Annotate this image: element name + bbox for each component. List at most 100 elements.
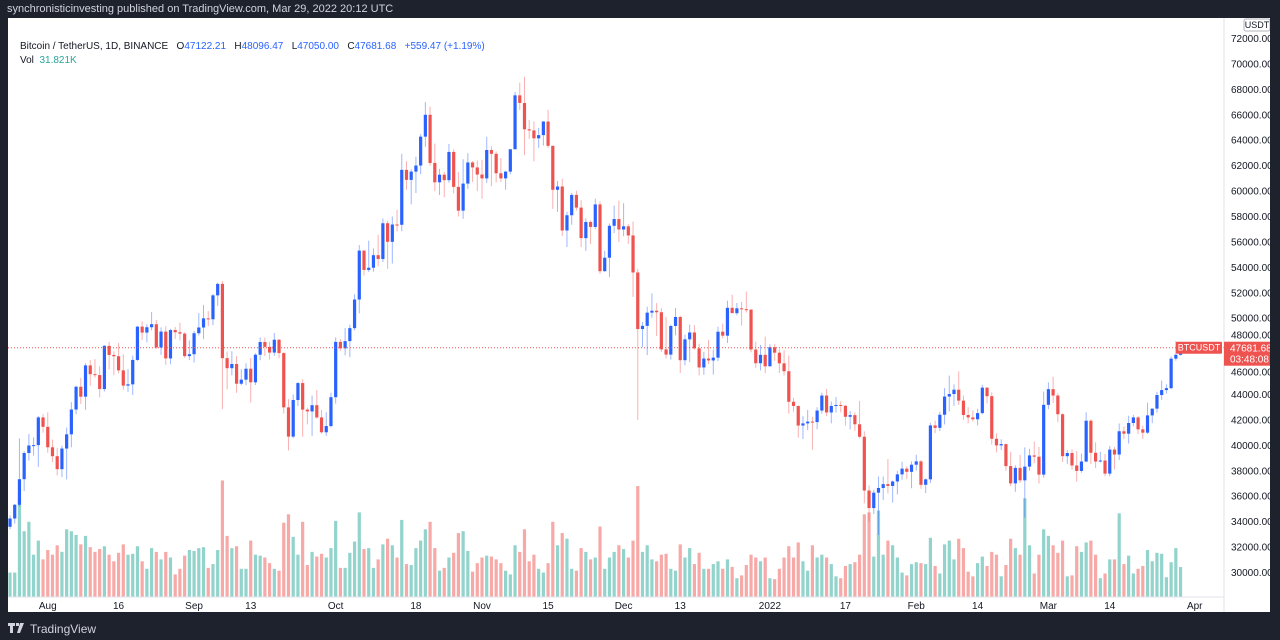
volume-bar xyxy=(352,541,357,597)
candle xyxy=(560,178,564,236)
volume-bar xyxy=(1141,565,1145,597)
time-axis[interactable]: Aug 16 Sep 13 Oct 18 Nov 15 Dec 13 2022 17 Feb 14 Mar 1… xyxy=(39,601,1203,612)
candle-body xyxy=(362,250,366,270)
candle-body xyxy=(961,400,966,415)
volume-bar xyxy=(452,552,456,597)
candle-body xyxy=(107,345,111,355)
candle xyxy=(277,338,281,359)
chart-panel[interactable]: Bitcoin / TetherUS, 1D, BINANCE O47122.2… xyxy=(8,18,1270,612)
candle xyxy=(376,234,380,267)
price-tag: 47681.68 xyxy=(1230,344,1270,355)
volume-bar xyxy=(565,538,569,597)
candle xyxy=(659,308,663,353)
candle xyxy=(159,327,163,355)
candle-body xyxy=(588,221,593,227)
candle-body xyxy=(579,207,583,239)
candle-body xyxy=(206,318,210,320)
candle-body xyxy=(452,151,456,187)
price-tick-label: 72000.00 xyxy=(1231,34,1270,45)
candle-body xyxy=(13,504,17,519)
candle-body xyxy=(1027,455,1032,467)
candle xyxy=(201,304,206,340)
tradingview-branding[interactable]: TradingView xyxy=(8,622,96,636)
candle-body xyxy=(678,316,682,361)
candle-body xyxy=(565,215,569,231)
candle xyxy=(310,395,314,436)
candle-body xyxy=(8,518,12,527)
candle xyxy=(815,407,819,430)
candle-body xyxy=(1089,420,1093,453)
candle-body xyxy=(942,396,947,415)
volume-bar xyxy=(843,565,848,597)
candle-body xyxy=(173,330,177,333)
candle xyxy=(527,119,531,139)
candle-body xyxy=(824,395,829,413)
symbol-title[interactable]: Bitcoin / TetherUS, 1D, BINANCE xyxy=(20,41,169,52)
candle-body xyxy=(513,95,517,150)
volume-label[interactable]: Vol xyxy=(20,55,34,66)
time-tick-label: 14 xyxy=(1104,601,1116,612)
candle xyxy=(197,313,201,336)
volume-bar xyxy=(593,557,597,597)
candle-body xyxy=(1136,417,1140,430)
candle xyxy=(324,412,328,436)
candle-body xyxy=(758,354,763,364)
candle xyxy=(65,427,69,480)
volume-bar xyxy=(334,520,338,597)
candle xyxy=(640,322,645,348)
volume-bar xyxy=(291,536,295,597)
candle-body xyxy=(456,186,460,211)
volume-bar xyxy=(1065,576,1069,597)
candle xyxy=(758,344,763,371)
candle-body xyxy=(560,186,564,231)
candle-body xyxy=(140,326,144,333)
candle-body xyxy=(65,434,69,449)
candle-body xyxy=(423,114,427,137)
candle-body xyxy=(442,174,446,181)
candle xyxy=(952,384,956,406)
candle-body xyxy=(1060,414,1065,457)
time-tick-label: 15 xyxy=(543,601,555,612)
volume-bar xyxy=(88,547,92,597)
volume-bar xyxy=(1174,548,1178,597)
volume-bar xyxy=(527,561,531,597)
candle-body xyxy=(607,225,612,258)
candle xyxy=(900,461,904,480)
candle xyxy=(1103,454,1107,477)
candle-body xyxy=(787,371,791,402)
volume-bar xyxy=(1056,552,1060,597)
candle xyxy=(806,409,810,431)
time-tick-label: Nov xyxy=(473,601,491,612)
volume-bar xyxy=(895,557,899,597)
candle xyxy=(187,340,191,361)
volume-bar xyxy=(32,554,36,597)
candle xyxy=(1098,451,1102,463)
volume-bar xyxy=(971,576,975,597)
candle xyxy=(971,410,975,422)
candle-body xyxy=(508,149,512,172)
volume-bar xyxy=(735,578,739,597)
candle xyxy=(22,451,26,492)
volume-bar xyxy=(1103,573,1107,597)
tradingview-brand: TradingView xyxy=(30,622,97,636)
candle xyxy=(1065,450,1069,464)
candle xyxy=(1174,341,1178,361)
volume-bar xyxy=(504,570,508,597)
candle-body xyxy=(1004,444,1008,467)
candle-body xyxy=(258,342,262,355)
volume-bar xyxy=(319,553,324,597)
candle-body xyxy=(862,436,866,491)
candle xyxy=(272,332,276,356)
candlestick-chart[interactable]: 30000.00 32000.00 34000.00 36000.00 38000.00… xyxy=(8,18,1270,612)
candle xyxy=(480,159,484,199)
candle-body xyxy=(546,121,550,146)
volume-bar xyxy=(470,571,475,597)
volume-bar xyxy=(1079,551,1084,597)
candle xyxy=(1131,414,1135,427)
volume-bar xyxy=(655,561,659,597)
price-axis[interactable]: 30000.00 32000.00 34000.00 36000.00 38000.00… xyxy=(1231,34,1270,579)
currency-badge[interactable]: USDT xyxy=(1243,18,1270,32)
candle-body xyxy=(249,368,253,383)
volume-bar xyxy=(924,564,928,597)
candle-body xyxy=(574,194,578,208)
